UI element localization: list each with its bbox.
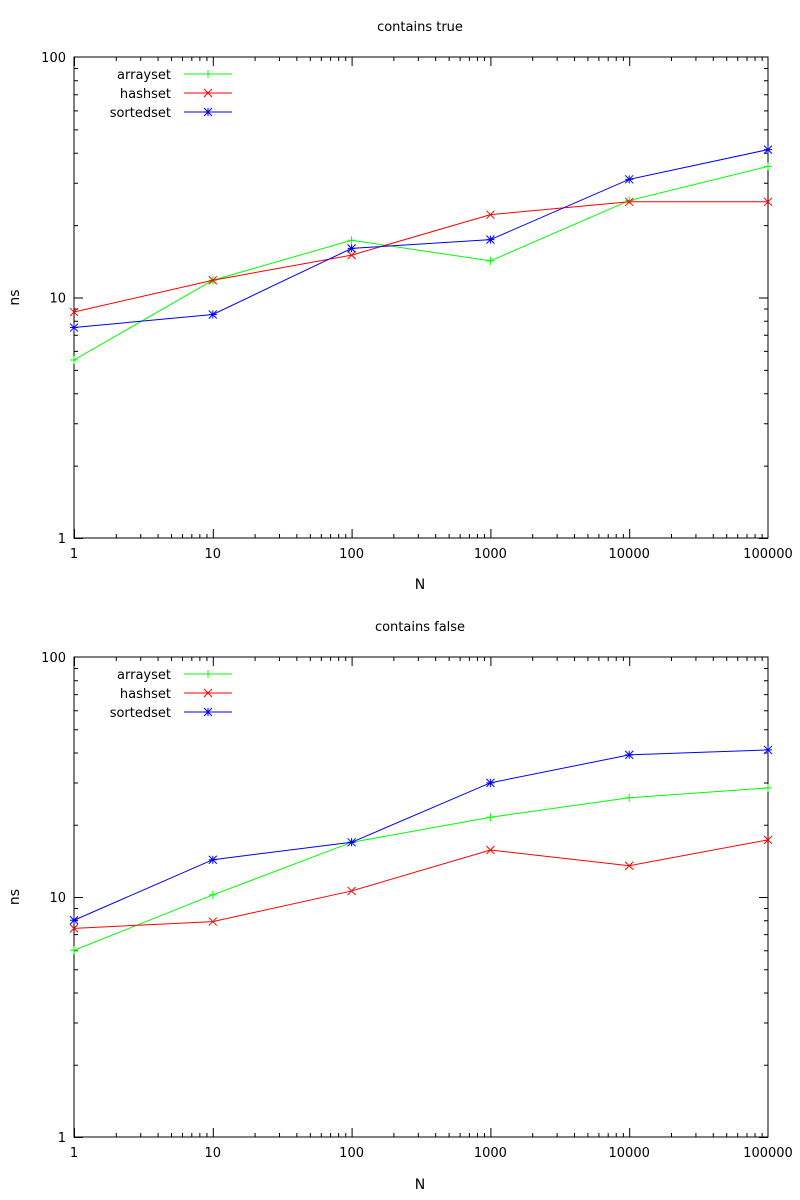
chart-title: contains true xyxy=(377,20,463,35)
x-tick-label: 10 xyxy=(205,547,222,562)
data-point-marker xyxy=(624,197,634,207)
data-point-marker xyxy=(203,688,213,698)
data-point-marker xyxy=(347,886,356,896)
data-point-marker xyxy=(347,837,356,847)
data-point-marker xyxy=(69,915,79,925)
data-point-marker xyxy=(763,835,773,845)
data-point-marker xyxy=(486,256,495,265)
data-point-marker xyxy=(70,946,78,955)
data-point-marker xyxy=(624,750,634,760)
y-tick-label: 10 xyxy=(49,292,66,307)
legend-entry-arrayset: arrayset xyxy=(117,68,232,83)
data-point-marker xyxy=(69,307,79,317)
plot-frame xyxy=(73,656,769,1138)
plot-contains-false: 1 10 100 1 10 100 1000 10000 100000 contains fals… xyxy=(7,620,793,1193)
y-tick-label: 100 xyxy=(41,51,66,66)
series-hashset xyxy=(69,197,773,317)
y-axis-label: ns xyxy=(7,889,23,905)
x-axis-label: N xyxy=(415,1177,425,1193)
legend-label: hashset xyxy=(120,687,171,702)
legend-entry-sortedset: sortedset xyxy=(110,706,232,721)
data-point-marker xyxy=(203,707,213,717)
data-point-marker xyxy=(486,813,495,822)
data-point-marker xyxy=(208,310,218,319)
data-point-marker xyxy=(204,70,212,78)
data-point-marker xyxy=(347,250,356,260)
series-line xyxy=(73,839,769,929)
legend-label: sortedset xyxy=(110,106,171,121)
x-tick-label: 1000 xyxy=(474,1146,507,1161)
data-point-marker xyxy=(69,924,79,933)
legend-entry-arrayset: arrayset xyxy=(117,668,232,683)
data-point-marker xyxy=(763,145,773,154)
x-tick-label: 1 xyxy=(70,547,78,562)
data-point-marker xyxy=(763,745,773,755)
x-tick-label: 10000 xyxy=(609,547,650,562)
x-tick-label: 10 xyxy=(205,1146,222,1161)
y-tick-label: 1 xyxy=(58,532,66,547)
data-point-marker xyxy=(203,88,213,98)
x-axis-label: N xyxy=(415,577,425,593)
data-point-marker xyxy=(624,174,634,184)
x-tick-label: 100 xyxy=(339,1146,364,1161)
legend-entry-sortedset: sortedset xyxy=(110,106,232,121)
data-point-marker xyxy=(486,235,495,245)
data-point-marker xyxy=(204,670,212,678)
data-point-marker xyxy=(625,196,634,205)
series-arrayset xyxy=(70,783,772,955)
data-point-marker xyxy=(763,197,773,207)
data-point-marker xyxy=(486,210,495,220)
y-tick-label: 10 xyxy=(49,891,66,906)
data-point-marker xyxy=(208,890,217,899)
data-point-marker xyxy=(764,162,772,171)
legend-label: hashset xyxy=(120,87,171,102)
data-point-marker xyxy=(764,783,772,792)
series-sortedset xyxy=(69,145,773,332)
data-point-marker xyxy=(486,778,495,788)
data-point-marker xyxy=(486,845,495,855)
x-tick-label: 1000 xyxy=(474,547,507,562)
y-tick-label: 100 xyxy=(41,651,66,666)
y-tick-label: 1 xyxy=(58,1131,66,1146)
data-point-marker xyxy=(208,275,218,285)
legend-label: sortedset xyxy=(110,706,171,721)
data-point-marker xyxy=(69,323,79,332)
series-line xyxy=(73,201,768,313)
y-axis-label: ns xyxy=(7,289,23,305)
x-tick-label: 100000 xyxy=(743,547,793,562)
data-point-marker xyxy=(347,244,356,253)
series-line xyxy=(73,149,769,329)
data-point-marker xyxy=(203,107,213,117)
series-hashset xyxy=(69,835,773,933)
legend-label: arrayset xyxy=(117,668,171,683)
legend-label: arrayset xyxy=(117,68,171,83)
legend-entry-hashset: hashset xyxy=(120,87,232,102)
x-tick-label: 10000 xyxy=(609,1146,650,1161)
plot-frame xyxy=(73,56,769,539)
data-point-marker xyxy=(625,793,634,802)
x-tick-label: 1 xyxy=(70,1146,78,1161)
data-point-marker xyxy=(347,236,356,245)
series-line xyxy=(73,165,769,361)
series-sortedset xyxy=(69,745,773,925)
legend-entry-hashset: hashset xyxy=(120,687,232,702)
x-tick-label: 100000 xyxy=(743,1146,793,1161)
data-point-marker xyxy=(70,355,78,364)
series-line xyxy=(73,787,769,951)
x-tick-label: 100 xyxy=(339,547,364,562)
data-point-marker xyxy=(624,861,634,871)
data-point-marker xyxy=(208,855,218,865)
series-line xyxy=(73,749,769,921)
chart-title: contains false xyxy=(375,620,465,635)
data-point-marker xyxy=(208,917,218,926)
series-arrayset xyxy=(70,162,772,364)
plot-contains-true: 1 10 100 1 10 100 1000 10000 100000 contains true… xyxy=(7,20,793,593)
